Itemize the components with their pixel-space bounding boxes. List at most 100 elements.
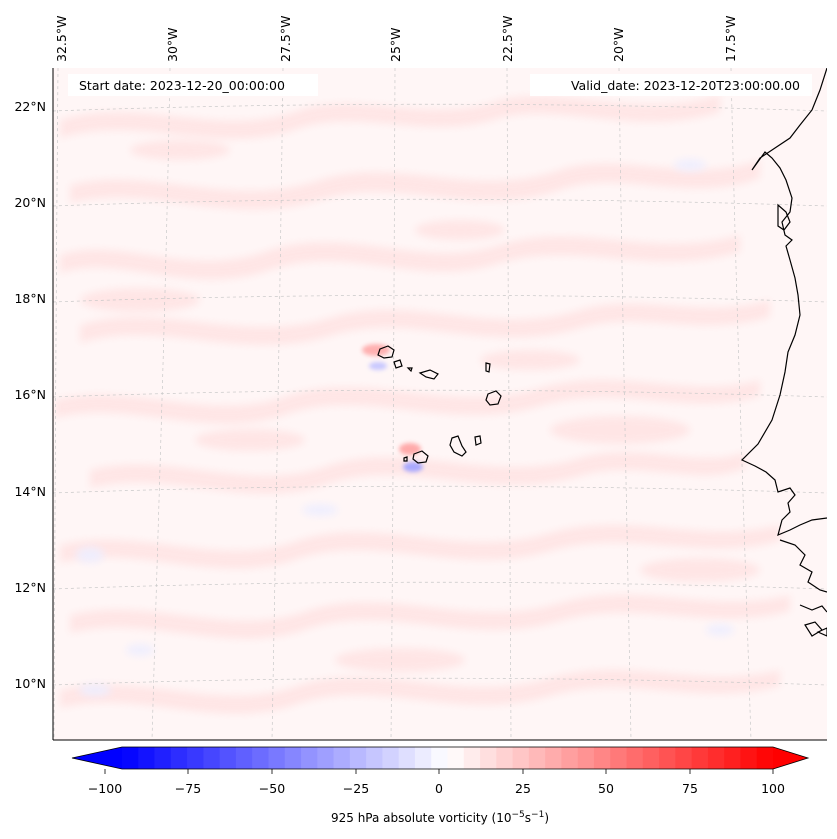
cbar-label-mid: s	[525, 811, 531, 825]
colorbar-cell	[154, 747, 172, 769]
colorbar-cell	[577, 747, 595, 769]
colorbar-label: 925 hPa absolute vorticity (10−5s−1)	[331, 810, 549, 825]
lon-label: 32.5°W	[54, 16, 69, 62]
lon-label: 20°W	[611, 27, 626, 62]
colorbar-cells	[122, 747, 774, 769]
valid-date-text: Valid_date: 2023-12-20T23:00:00.00	[571, 78, 800, 93]
colorbar-cell	[122, 747, 139, 769]
cbar-tick-label: −75	[175, 781, 201, 796]
colorbar-cell	[545, 747, 562, 769]
colorbar-cell	[626, 747, 644, 769]
start-date-box	[68, 74, 318, 96]
colorbar-cell	[333, 747, 351, 769]
brava	[403, 456, 408, 462]
colorbar-cell	[659, 747, 676, 769]
latitude-labels: 22°N 20°N 18°N 16°N 14°N 12°N 10°N	[14, 99, 46, 691]
colorbar-cell	[398, 747, 416, 769]
meridian-32.5w	[53, 68, 59, 740]
cbar-tick-label: −100	[88, 781, 122, 796]
santo-antao	[377, 345, 395, 359]
colorbar-cell	[252, 747, 269, 769]
parallel-18n	[53, 294, 827, 303]
guinea-bissau-coast	[799, 604, 827, 613]
map-area	[53, 68, 827, 740]
parallel-20n	[53, 198, 827, 207]
bijagos-islands	[804, 621, 827, 637]
parallel-14n	[53, 485, 827, 494]
meridian-17.5w	[730, 68, 752, 740]
lat-label: 22°N	[14, 99, 46, 114]
fogo	[412, 450, 429, 464]
colorbar-cell	[740, 747, 758, 769]
colorbar-cell	[301, 747, 318, 769]
meridian-20w	[618, 68, 632, 740]
lon-label: 17.5°W	[723, 16, 738, 62]
lon-label: 27.5°W	[278, 16, 293, 62]
africa-coastline	[740, 68, 827, 537]
colorbar-cell	[463, 747, 481, 769]
longitude-labels: 32.5°W 30°W 27.5°W 25°W 22.5°W 20°W 17.5…	[54, 16, 738, 62]
weak-negative-vorticity-blobs	[76, 159, 734, 696]
colorbar-cell	[170, 747, 188, 769]
colorbar-cell	[203, 747, 221, 769]
lat-label: 20°N	[14, 195, 46, 210]
start-date-text: Start date: 2023-12-20_00:00:00	[79, 78, 285, 93]
colorbar-cell	[642, 747, 660, 769]
colorbar-cell	[724, 747, 741, 769]
valid-date-box	[530, 74, 812, 96]
boa-vista	[485, 390, 502, 406]
cbar-tick-label: 50	[598, 781, 614, 796]
island-wake-dipoles	[362, 344, 423, 472]
colorbar-cell	[480, 747, 497, 769]
colorbar-cell	[235, 747, 253, 769]
colorbar-tick-labels: −100 −75 −50 −25 0 25 50 75 100	[88, 781, 785, 796]
sao-vicente	[393, 359, 403, 369]
colorbar-cell	[593, 747, 611, 769]
parallel-12n	[53, 581, 827, 590]
gambia-casamance-coast	[779, 539, 827, 593]
colorbar-cell	[561, 747, 579, 769]
cbar-tick-label: −25	[343, 781, 369, 796]
colorbar-cell	[447, 747, 465, 769]
colorbar-high-extension	[773, 747, 808, 769]
colorbar-cell	[707, 747, 725, 769]
colorbar-low-extension	[72, 747, 122, 769]
colorbar-cell	[496, 747, 513, 769]
colorbar-cell	[382, 747, 400, 769]
maio	[474, 435, 482, 446]
cbar-label-exp1: −5	[512, 810, 525, 820]
colorbar-cell	[317, 747, 334, 769]
cbar-tick-label: 0	[435, 781, 443, 796]
colorbar-cell	[512, 747, 530, 769]
coastlines	[377, 68, 827, 637]
colorbar-cell	[219, 747, 237, 769]
weak-positive-vorticity-bands	[55, 95, 790, 714]
lat-label: 14°N	[14, 484, 46, 499]
meridian-25w	[390, 68, 396, 740]
lat-label: 16°N	[14, 387, 46, 402]
colorbar-cell	[431, 747, 448, 769]
parallel-16n	[53, 389, 827, 398]
meridian-27.5w	[271, 68, 284, 740]
cbar-label-end: )	[544, 811, 549, 825]
santa-luzia	[406, 367, 413, 373]
lon-label: 25°W	[388, 27, 403, 62]
colorbar-cell	[366, 747, 383, 769]
cbar-tick-label: 25	[515, 781, 531, 796]
cbar-label-main: 925 hPa absolute vorticity (10	[331, 811, 512, 825]
cbar-tick-label: 100	[761, 781, 785, 796]
cbar-tick-label: 75	[682, 781, 698, 796]
lat-label: 10°N	[14, 676, 46, 691]
colorbar-cell	[187, 747, 204, 769]
lon-label: 22.5°W	[500, 16, 515, 62]
parallel-10n	[53, 677, 827, 686]
colorbar-cell	[528, 747, 546, 769]
cbar-tick-label: −50	[259, 781, 285, 796]
santiago	[449, 435, 467, 457]
lon-label: 30°W	[165, 27, 180, 62]
meridian-22.5w	[506, 68, 512, 740]
gridlines	[53, 68, 827, 740]
parallel-22n	[53, 103, 827, 112]
sal	[485, 362, 491, 373]
